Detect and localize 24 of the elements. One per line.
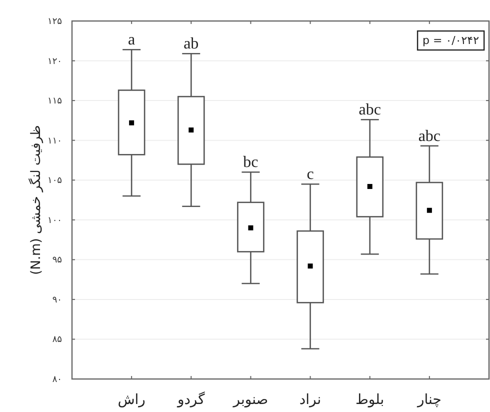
annotation: ab xyxy=(184,36,199,53)
y-tick-label: ۱۱۵ xyxy=(47,96,62,107)
y-axis-title: ظرفیت لنگر خمشی (N.m) xyxy=(28,125,44,275)
x-tick-label: نراد xyxy=(299,392,322,408)
x-tick-label: بلوط xyxy=(356,392,384,408)
x-tick-label: صنوبر xyxy=(232,392,268,408)
y-tick-label: ۱۰۰ xyxy=(47,216,62,226)
x-tick-label: راش xyxy=(118,392,146,408)
annotation: a xyxy=(128,32,136,49)
y-tick-label: ۱۱۰ xyxy=(47,136,62,146)
y-tick-label: ۸۰ xyxy=(52,375,62,385)
annotation: p = ۰/۰۲۴۲ xyxy=(422,34,480,47)
x-tick-label: چنار xyxy=(416,392,442,408)
y-tick-label: ۱۲۰ xyxy=(47,56,62,67)
annotation: c xyxy=(306,166,314,184)
x-tick-label: گردو xyxy=(176,391,206,408)
y-tick-label: ۱۲۵ xyxy=(47,17,62,27)
y-tick-label: ۸۵ xyxy=(52,335,62,346)
annotation: bc xyxy=(243,154,258,172)
y-tick-label: ۱۰۵ xyxy=(47,176,62,186)
annotation: abc xyxy=(418,128,441,145)
y-tick-label: ۹۵ xyxy=(52,256,62,266)
y-tick-label: ۹۰ xyxy=(52,295,62,306)
annotation: abc xyxy=(358,102,381,119)
